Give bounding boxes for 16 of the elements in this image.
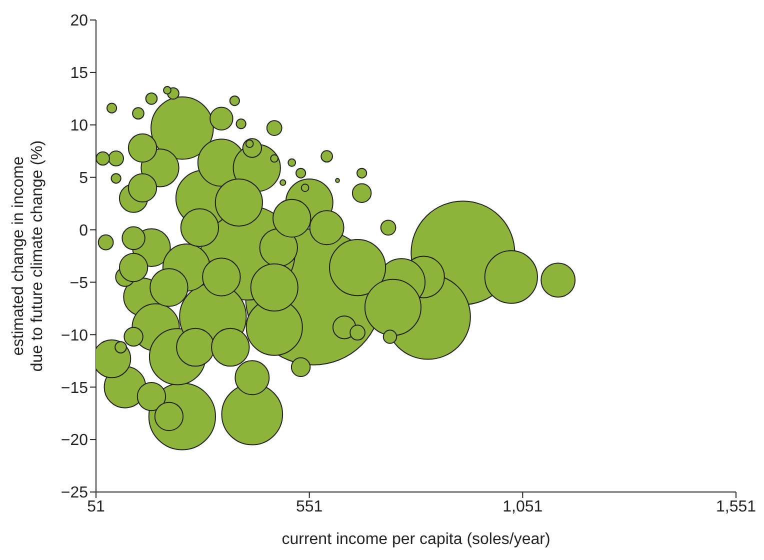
x-tick-label: 51	[87, 498, 105, 516]
y-tick-label: −5	[70, 274, 88, 292]
x-tick-label: 551	[296, 498, 323, 516]
x-tick-label: 1,051	[502, 498, 543, 516]
y-tick-label: 20	[70, 12, 88, 30]
y-tick-label: −10	[60, 327, 88, 344]
y-tick-label: 15	[70, 65, 88, 82]
x-tick-label: 1,551	[716, 498, 756, 516]
y-tick-label: 5	[79, 170, 88, 188]
y-tick-label: 10	[70, 118, 88, 135]
y-tick-label: −20	[60, 432, 88, 450]
x-axis-title: current income per capita (soles/year)	[282, 531, 550, 548]
y-axis-title: estimated change in income due to future climate change (%)	[10, 140, 46, 372]
y-tick-label: −15	[60, 380, 88, 397]
y-tick-label: −25	[60, 484, 88, 502]
y-tick-label: 0	[79, 222, 88, 240]
